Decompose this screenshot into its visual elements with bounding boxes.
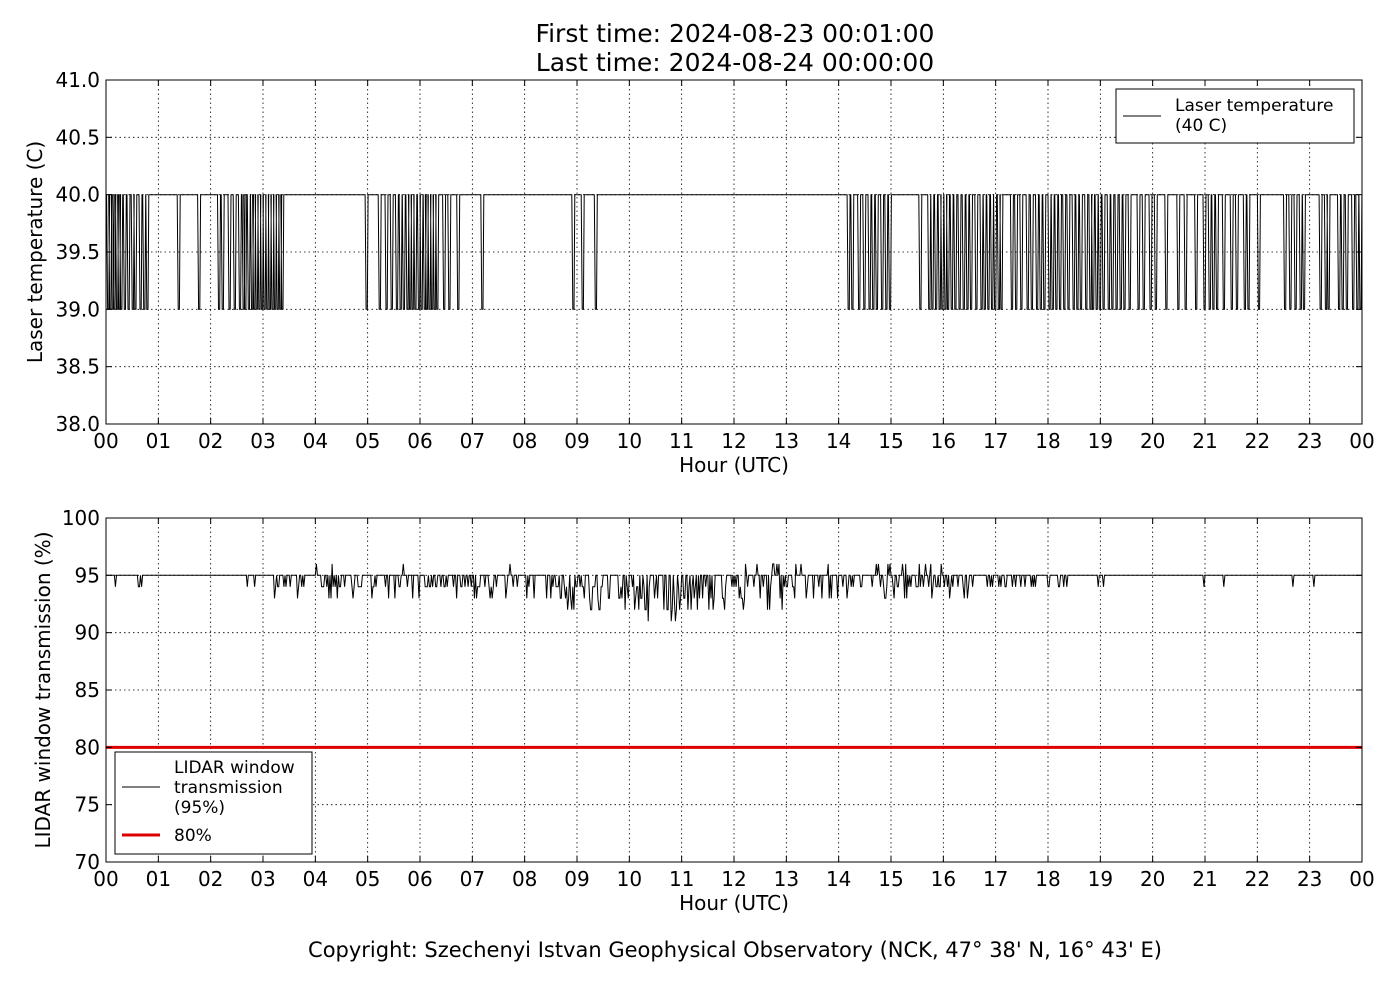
x-tick-label: 02 (198, 867, 223, 891)
x-tick-label: 22 (1245, 429, 1270, 453)
x-tick-label: 13 (774, 867, 799, 891)
chart-title-line-2: Last time: 2024-08-24 00:00:00 (535, 48, 935, 77)
x-tick-label: 14 (826, 429, 851, 453)
x-tick-label: 03 (250, 429, 275, 453)
x-tick-label: 09 (564, 429, 589, 453)
x-tick-label: 13 (774, 429, 799, 453)
y-tick-label: 39.5 (55, 240, 100, 264)
y-tick-label: 95 (75, 563, 100, 587)
x-tick-label: 16 (931, 429, 956, 453)
x-tick-label: 10 (617, 867, 642, 891)
x-tick-label: 00 (93, 429, 118, 453)
x-tick-label: 20 (1140, 429, 1165, 453)
x-tick-label: 06 (407, 429, 432, 453)
y-tick-label: 38.5 (55, 355, 100, 379)
x-tick-label: 08 (512, 429, 537, 453)
y-axis-label: LIDAR window transmission (%) (31, 532, 55, 849)
x-tick-label: 23 (1297, 867, 1322, 891)
x-tick-label: 07 (460, 867, 485, 891)
legend-label: Laser temperature (1175, 96, 1333, 116)
y-tick-label: 70 (75, 850, 100, 874)
x-tick-label: 21 (1192, 429, 1217, 453)
x-tick-label: 17 (983, 867, 1008, 891)
x-tick-label: 17 (983, 429, 1008, 453)
y-tick-label: 39.0 (55, 297, 100, 321)
x-tick-label: 00 (93, 867, 118, 891)
x-tick-label: 21 (1192, 867, 1217, 891)
x-tick-label: 09 (564, 867, 589, 891)
y-tick-label: 75 (75, 793, 100, 817)
legend-label: transmission (174, 778, 283, 798)
x-tick-label: 02 (198, 429, 223, 453)
x-tick-label: 20 (1140, 867, 1165, 891)
legend-label: (95%) (174, 798, 225, 818)
x-tick-label: 22 (1245, 867, 1270, 891)
x-axis-label: Hour (UTC) (679, 891, 789, 915)
y-tick-label: 40.0 (55, 183, 100, 207)
x-tick-label: 18 (1035, 867, 1060, 891)
x-tick-label: 19 (1088, 867, 1113, 891)
x-tick-label: 07 (460, 429, 485, 453)
x-tick-label: 18 (1035, 429, 1060, 453)
y-tick-label: 90 (75, 621, 100, 645)
x-tick-label: 14 (826, 867, 851, 891)
x-axis-label: Hour (UTC) (679, 453, 789, 477)
x-tick-label: 12 (721, 429, 746, 453)
x-tick-label: 01 (146, 867, 171, 891)
x-tick-label: 19 (1088, 429, 1113, 453)
x-tick-label: 04 (303, 867, 328, 891)
legend: Laser temperature(40 C) (1115, 88, 1355, 144)
y-tick-label: 40.5 (55, 125, 100, 149)
legend-label: LIDAR window (174, 758, 295, 778)
y-tick-label: 85 (75, 678, 100, 702)
x-tick-label: 00 (1349, 867, 1374, 891)
series-line-1 (106, 563, 1362, 622)
legend-label: (40 C) (1175, 116, 1227, 136)
chart-panel-1: 00 01 02 03 04 05 06 07 08 09 10 11 12 13 14 15 16 17 18 19… (23, 68, 1375, 477)
x-tick-label: 23 (1297, 429, 1322, 453)
x-tick-label: 05 (355, 867, 380, 891)
x-tick-label: 10 (617, 429, 642, 453)
legend-label: 80% (174, 826, 212, 846)
chart-title-line-1: First time: 2024-08-23 00:01:00 (535, 19, 935, 48)
copyright-text: Copyright: Szechenyi Istvan Geophysical … (308, 938, 1162, 962)
y-tick-label: 80 (75, 735, 100, 759)
x-tick-label: 03 (250, 867, 275, 891)
x-tick-label: 01 (146, 429, 171, 453)
series-line-1 (106, 194, 1363, 310)
chart-panel-2: 00 01 02 03 04 05 06 07 08 09 10 11 12 13 14 15 16 17 18 19… (31, 506, 1375, 915)
x-tick-label: 04 (303, 429, 328, 453)
legend-box (114, 751, 313, 855)
y-tick-label: 41.0 (55, 68, 100, 92)
x-tick-label: 15 (878, 429, 903, 453)
x-tick-label: 16 (931, 867, 956, 891)
x-tick-label: 08 (512, 867, 537, 891)
x-tick-label: 11 (669, 429, 694, 453)
x-tick-label: 06 (407, 867, 432, 891)
x-tick-label: 00 (1349, 429, 1374, 453)
x-tick-label: 15 (878, 867, 903, 891)
x-tick-label: 11 (669, 867, 694, 891)
x-tick-label: 05 (355, 429, 380, 453)
y-axis-label: Laser temperature (C) (23, 141, 47, 363)
y-tick-label: 100 (62, 506, 100, 530)
x-tick-label: 12 (721, 867, 746, 891)
y-tick-label: 38.0 (55, 412, 100, 436)
